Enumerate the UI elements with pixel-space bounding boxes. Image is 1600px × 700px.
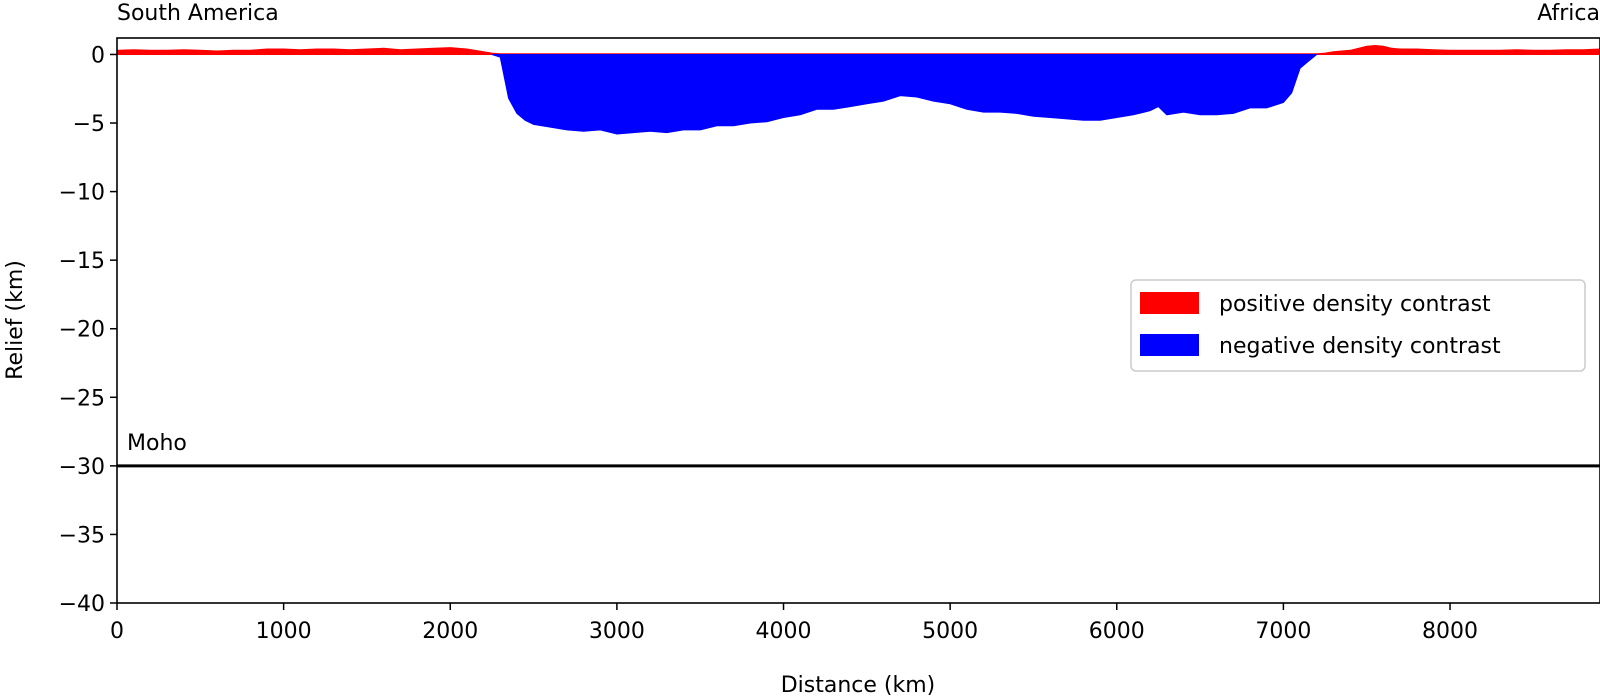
x-tick-label: 5000 xyxy=(922,619,978,644)
x-tick-label: 7000 xyxy=(1255,619,1311,644)
x-tick-label: 0 xyxy=(110,619,124,644)
x-tick-label: 1000 xyxy=(256,619,312,644)
y-tick-label: −35 xyxy=(59,523,105,548)
x-tick-label: 4000 xyxy=(756,619,812,644)
y-tick-label: −10 xyxy=(59,181,105,206)
x-tick-label: 6000 xyxy=(1089,619,1145,644)
y-tick-label: 0 xyxy=(91,43,105,68)
y-tick-label: −20 xyxy=(59,318,105,343)
legend-swatch-positive xyxy=(1140,292,1199,314)
legend-label-negative: negative density contrast xyxy=(1219,334,1501,359)
legend-box xyxy=(1130,279,1586,372)
africa-label: Africa xyxy=(1537,1,1600,26)
y-tick-label: −15 xyxy=(59,249,105,274)
plot-frame xyxy=(116,37,1600,604)
x-tick-label: 8000 xyxy=(1422,619,1478,644)
moho-label: Moho xyxy=(127,431,187,456)
y-axis-label: Relief (km) xyxy=(3,260,28,380)
south-america-label: South America xyxy=(117,1,279,26)
x-axis-label: Distance (km) xyxy=(781,673,936,698)
legend-label-positive: positive density contrast xyxy=(1219,292,1491,317)
x-tick-label: 2000 xyxy=(422,619,478,644)
legend-swatch-negative xyxy=(1140,334,1199,356)
axes: 0 1000 2000 3000 4000 5000 6000 7000 8000 0 −5 −10 −… xyxy=(59,43,1478,644)
positive-density-area xyxy=(116,44,1600,55)
legend: positive density contrast negative densi… xyxy=(1130,279,1586,372)
y-tick-label: −25 xyxy=(59,386,105,411)
y-tick-label: −5 xyxy=(73,112,105,137)
negative-density-area xyxy=(491,54,1319,135)
y-tick-label: −30 xyxy=(59,455,105,480)
x-tick-label: 3000 xyxy=(589,619,645,644)
y-tick-label: −40 xyxy=(59,592,105,617)
plot-area xyxy=(116,44,1600,468)
